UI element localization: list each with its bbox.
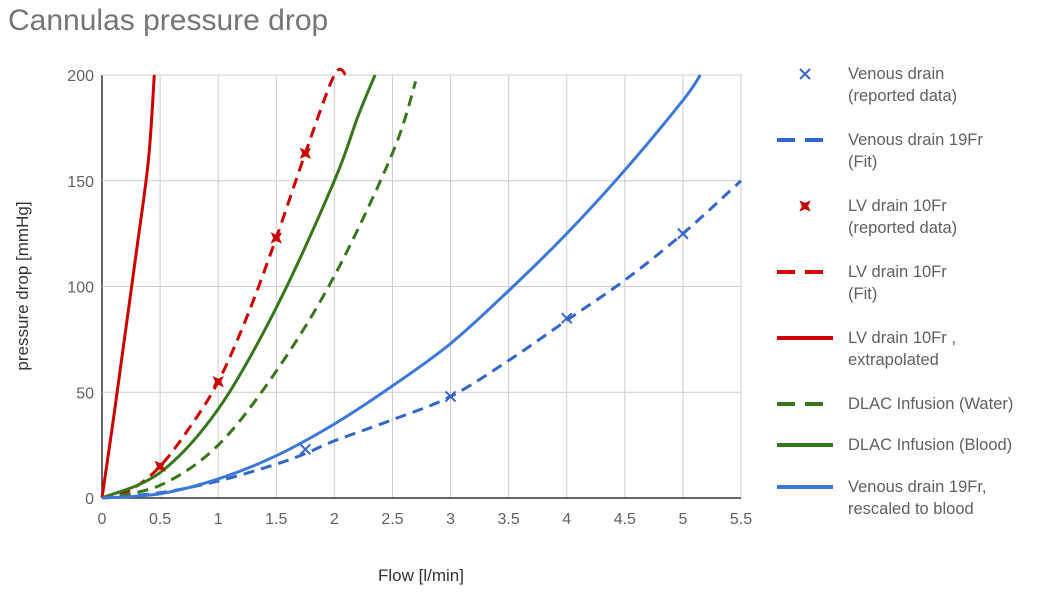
x-tick-label: 0 <box>98 511 107 528</box>
series-line <box>101 67 347 500</box>
legend-label: extrapolated <box>848 351 939 369</box>
data-point <box>299 147 311 159</box>
legend-label: rescaled to blood <box>848 500 974 518</box>
tick-labels: 0 0.5 1 1.5 2 2.5 3 3.5 4 4.5 5 5.5 0 50 100 150 200 <box>67 68 752 528</box>
legend-label: (Fit) <box>848 153 877 171</box>
legend-label: LV drain 10Fr , <box>848 329 956 347</box>
x-tick-label: 4 <box>562 511 571 528</box>
legend: Venous drain (reported data) Venous drain … <box>777 65 1013 518</box>
series-layer <box>100 67 743 500</box>
grid <box>101 74 742 499</box>
legend-label: DLAC Infusion (Water) <box>848 395 1013 413</box>
y-tick-label: 150 <box>67 174 94 191</box>
legend-item-lv-drain-10fr-extrapolated: LV drain 10Fr , extrapolated <box>777 329 956 369</box>
legend-item-lv-drain-10fr-reported-data: LV drain 10Fr (reported data) <box>799 197 957 237</box>
legend-label: (reported data) <box>848 219 957 237</box>
y-axis-title: pressure drop [mmHg] <box>13 201 32 370</box>
data-point <box>212 376 224 388</box>
series-venous-drain-19fr-fit <box>101 179 743 500</box>
legend-label: (reported data) <box>848 87 957 105</box>
series-lv-drain-10fr-reported-data <box>154 147 311 472</box>
legend-label: LV drain 10Fr <box>848 263 947 281</box>
x-tick-label: 5 <box>678 511 687 528</box>
series-lv-drain-10fr-extrapolated <box>100 74 156 499</box>
legend-label: Venous drain 19Fr <box>848 131 983 149</box>
legend-label: Venous drain 19Fr, <box>848 478 987 496</box>
legend-item-dlac-infusion-water: DLAC Infusion (Water) <box>777 395 1013 413</box>
x-tick-label: 4.5 <box>614 511 636 528</box>
data-point <box>299 443 312 456</box>
series-venous-drain-19fr-rescaled-to-blood <box>101 74 702 500</box>
x-tick-label: 5.5 <box>730 511 752 528</box>
legend-label: DLAC Infusion (Blood) <box>848 436 1012 454</box>
chart-title: Cannulas pressure drop <box>8 4 329 37</box>
legend-item-venous-drain-reported-data: Venous drain (reported data) <box>799 65 957 105</box>
series-dlac-infusion-water <box>101 80 418 500</box>
data-point <box>270 232 282 244</box>
legend-label: (Fit) <box>848 285 877 303</box>
series-line <box>101 74 377 500</box>
y-tick-label: 100 <box>67 280 94 297</box>
legend-item-venous-drain-19fr-fit: Venous drain 19Fr (Fit) <box>777 131 983 171</box>
series-venous-drain-reported-data <box>299 227 689 456</box>
data-point <box>154 460 166 472</box>
data-point <box>677 227 689 240</box>
x-tick-label: 3.5 <box>498 511 520 528</box>
x-tick-label: 1.5 <box>265 511 287 528</box>
x-tick-label: 1 <box>214 511 223 528</box>
legend-item-venous-drain-19fr-rescaled-to-blood: Venous drain 19Fr, rescaled to blood <box>777 478 987 518</box>
x-tick-label: 0.5 <box>149 511 171 528</box>
series-line <box>101 80 418 500</box>
y-tick-label: 0 <box>85 491 94 508</box>
x-axis-title: Flow [l/min] <box>378 566 464 585</box>
legend-label: Venous drain <box>848 65 944 83</box>
series-lv-drain-10fr-fit <box>101 67 347 500</box>
y-tick-label: 200 <box>67 68 94 85</box>
data-point <box>561 312 573 324</box>
series-dlac-infusion-blood <box>101 74 377 500</box>
x-tick-label: 2 <box>330 511 339 528</box>
series-line <box>101 179 743 500</box>
legend-label: LV drain 10Fr <box>848 197 947 215</box>
legend-item-dlac-infusion-blood: DLAC Infusion (Blood) <box>777 436 1012 454</box>
x-tick-label: 3 <box>446 511 455 528</box>
series-line <box>101 74 702 500</box>
legend-item-lv-drain-10fr-fit: LV drain 10Fr (Fit) <box>777 263 947 303</box>
y-tick-label: 50 <box>76 385 94 402</box>
legend-swatch <box>799 200 811 212</box>
data-point <box>444 390 457 403</box>
legend-swatch <box>799 68 811 80</box>
series-line <box>100 74 156 499</box>
x-tick-label: 2.5 <box>381 511 403 528</box>
